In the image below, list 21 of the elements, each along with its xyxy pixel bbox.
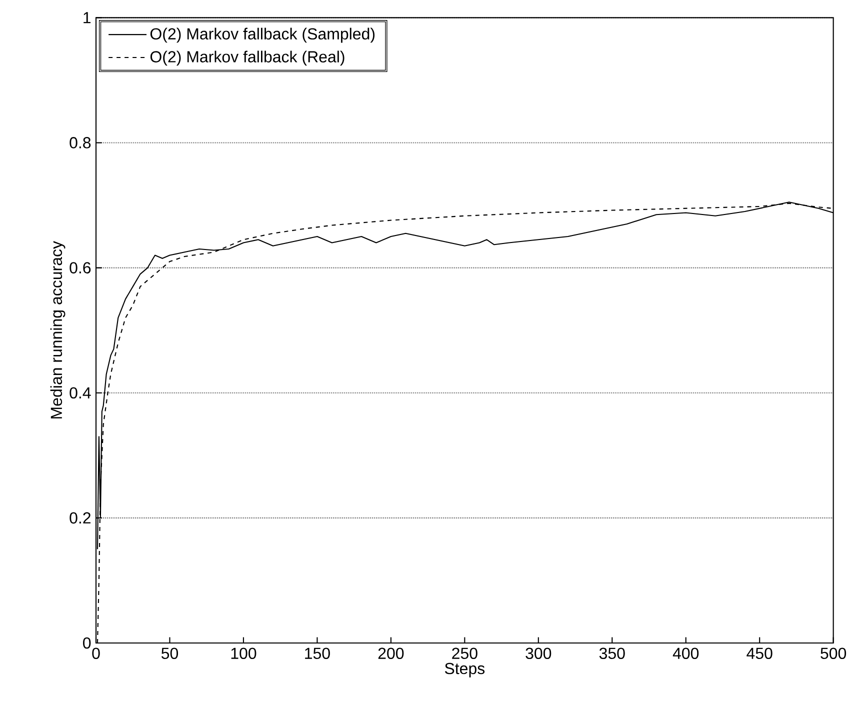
x-tick-label: 300 <box>526 648 552 660</box>
y-tick-label: 0.8 <box>70 137 91 148</box>
x-tick-label: 350 <box>599 648 625 660</box>
x-tick-label: 100 <box>231 648 256 660</box>
y-axis-title: Median running accuracy <box>50 241 66 418</box>
x-tick-label: 50 <box>161 648 178 660</box>
y-tick-label: 1 <box>84 12 91 24</box>
x-tick-label: 400 <box>672 648 699 660</box>
y-tick-label: 0 <box>83 637 91 649</box>
legend-label: O(2) Markov fallback (Sampled) <box>150 28 375 43</box>
legend-label: O(2) Markov fallback (Real) <box>150 50 344 66</box>
x-tick-label: 450 <box>746 648 772 660</box>
x-tick-label: 250 <box>452 648 478 660</box>
x-axis-title: Steps <box>444 662 485 678</box>
x-tick-label: 0 <box>92 648 100 660</box>
y-tick-label: 0.6 <box>70 262 91 274</box>
x-tick-label: 150 <box>305 648 330 660</box>
x-tick-label: 500 <box>820 648 846 660</box>
y-tick-label: 0.4 <box>70 387 91 399</box>
x-tick-label: 200 <box>378 648 404 660</box>
y-tick-label: 0.2 <box>70 512 90 524</box>
